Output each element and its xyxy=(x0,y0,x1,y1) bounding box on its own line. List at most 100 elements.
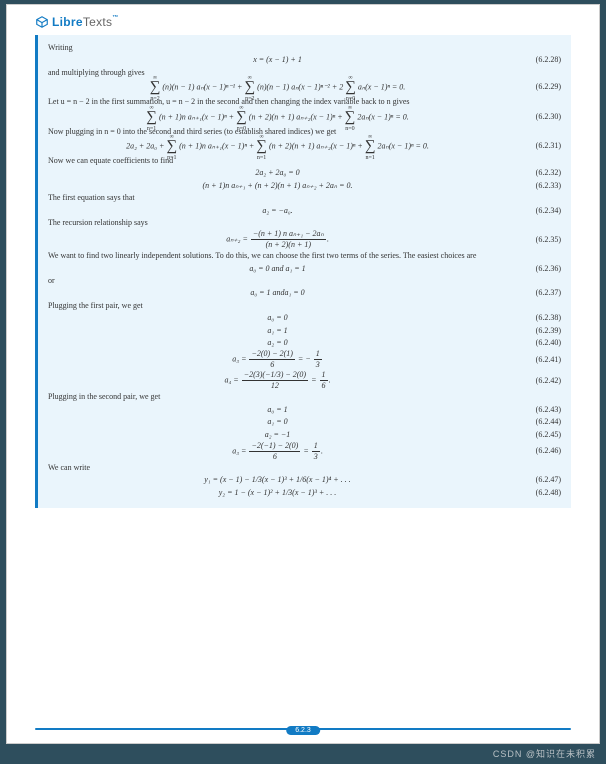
eq-6-2-35: aₙ₊₂ = −(n + 1) n aₙ₊₁ − 2aₙ(n + 2)(n + … xyxy=(48,230,561,249)
text-want: We want to find two linearly independent… xyxy=(48,251,561,261)
eq-number: (6.2.36) xyxy=(507,264,561,274)
sum-icon: ∞∑n=0 xyxy=(236,110,247,125)
eq-frag: a₃ = xyxy=(232,355,248,364)
eq-number: (6.2.34) xyxy=(507,206,561,216)
eq-6-2-39: a₁ = 1(6.2.39) xyxy=(48,326,561,336)
fraction: −2(3)(−1/3) − 2(0)12 xyxy=(242,371,308,390)
text-pair2: Plugging in the second pair, we get xyxy=(48,392,561,402)
eq-body: (n + 1)n aₙ₊₁ + (n + 2)(n + 1) aₙ₊₂ + 2a… xyxy=(48,181,507,191)
fraction: 16 xyxy=(320,371,328,390)
eq-6-2-34: a₂ = −a₀.(6.2.34) xyxy=(48,206,561,216)
eq-body: a₂ = −a₀. xyxy=(48,206,507,216)
eq-6-2-36: a₀ = 0 and a₁ = 1(6.2.36) xyxy=(48,264,561,274)
eq-6-2-38: a₀ = 0(6.2.38) xyxy=(48,313,561,323)
eq-body: a₄ = −2(3)(−1/3) − 2(0)12 = 16. xyxy=(48,371,507,390)
logo-word-b: Texts xyxy=(83,15,113,29)
eq-number: (6.2.39) xyxy=(507,326,561,336)
sum-icon: ∞∑n=1 xyxy=(146,110,157,125)
eq-number: (6.2.48) xyxy=(507,488,561,498)
eq-body: ∞∑n=2 (n)(n − 1) aₙ(x − 1)ⁿ⁻¹ + ∞∑n=2 (n… xyxy=(48,80,507,95)
eq-6-2-29: ∞∑n=2 (n)(n − 1) aₙ(x − 1)ⁿ⁻¹ + ∞∑n=2 (n… xyxy=(48,80,561,95)
eq-frag: 2aₙ(x − 1)ⁿ = 0. xyxy=(357,112,408,121)
eq-frag: (n + 1)n aₙ₊₁(x − 1)ⁿ + xyxy=(179,141,256,150)
text-let: Let u = n − 2 in the first summation, u … xyxy=(48,97,561,107)
eq-frag: = xyxy=(303,446,310,455)
eq-body: a₀ = 1 xyxy=(48,405,507,415)
logo-icon xyxy=(35,15,49,29)
eq-6-2-48: y₂ = 1 − (x − 1)² + 1/3(x − 1)³ + . . .(… xyxy=(48,488,561,498)
eq-6-2-28: x = (x − 1) + 1 (6.2.28) xyxy=(48,55,561,65)
text-or: or xyxy=(48,276,561,286)
text-write: We can write xyxy=(48,463,561,473)
eq-number: (6.2.46) xyxy=(507,446,561,456)
eq-body: 2a₂ + 2a₀ = 0 xyxy=(48,168,507,178)
eq-number: (6.2.30) xyxy=(507,112,561,122)
eq-number: (6.2.33) xyxy=(507,181,561,191)
eq-6-2-37: a₀ = 1 anda₁ = 0(6.2.37) xyxy=(48,288,561,298)
eq-number: (6.2.35) xyxy=(507,235,561,245)
eq-body: a₁ = 1 xyxy=(48,326,507,336)
eq-body: ∞∑n=1 (n + 1)n aₙ₊₁(x − 1)ⁿ + ∞∑n=0 (n +… xyxy=(48,110,507,125)
eq-number: (6.2.28) xyxy=(507,55,561,65)
sum-icon: ∞∑n=1 xyxy=(365,139,376,154)
eq-6-2-41: a₃ = −2(0) − 2(1)6 = − 13 (6.2.41) xyxy=(48,350,561,369)
content-box: Writing x = (x − 1) + 1 (6.2.28) and mul… xyxy=(35,35,571,508)
sum-icon: ∞∑n=2 xyxy=(150,80,161,95)
eq-body: x = (x − 1) + 1 xyxy=(48,55,507,65)
eq-number: (6.2.41) xyxy=(507,355,561,365)
eq-frag: 2a₂ + 2a₀ + xyxy=(126,141,166,150)
eq-number: (6.2.43) xyxy=(507,405,561,415)
eq-6-2-47: y₁ = (x − 1) − 1/3(x − 1)³ + 1/6(x − 1)⁴… xyxy=(48,475,561,485)
logo-word-a: Libre xyxy=(52,15,83,29)
eq-number: (6.2.45) xyxy=(507,430,561,440)
eq-frag: 2aₙ(x − 1)ⁿ = 0. xyxy=(378,141,429,150)
eq-body: 2a₂ + 2a₀ + ∞∑n=1 (n + 1)n aₙ₊₁(x − 1)ⁿ … xyxy=(48,139,507,154)
eq-number: (6.2.44) xyxy=(507,417,561,427)
eq-number: (6.2.29) xyxy=(507,82,561,92)
logo-tm: ™ xyxy=(112,15,118,21)
sum-icon: ∞∑n=1 xyxy=(166,139,177,154)
eq-body: y₂ = 1 − (x − 1)² + 1/3(x − 1)³ + . . . xyxy=(48,488,507,498)
eq-number: (6.2.31) xyxy=(507,141,561,151)
eq-6-2-33: (n + 1)n aₙ₊₁ + (n + 2)(n + 1) aₙ₊₂ + 2a… xyxy=(48,181,561,191)
eq-6-2-30: ∞∑n=1 (n + 1)n aₙ₊₁(x − 1)ⁿ + ∞∑n=0 (n +… xyxy=(48,110,561,125)
eq-frag: aₙ(x − 1)ⁿ = 0. xyxy=(358,83,405,92)
eq-frag: (n + 2)(n + 1) aₙ₊₂(x − 1)ⁿ + xyxy=(249,112,345,121)
sum-icon: ∞∑n=1 xyxy=(256,139,267,154)
eq-body: a₂ = 0 xyxy=(48,338,507,348)
eq-6-2-40: a₂ = 0(6.2.40) xyxy=(48,338,561,348)
page: LibreTexts™ Writing x = (x − 1) + 1 (6.2… xyxy=(6,4,600,744)
text-pair1: Plugging the first pair, we get xyxy=(48,301,561,311)
eq-body: a₃ = −2(−1) − 2(0)6 = 13. xyxy=(48,442,507,461)
fraction: −(n + 1) n aₙ₊₁ − 2aₙ(n + 2)(n + 1) xyxy=(251,230,326,249)
eq-frag: aₙ₊₂ = xyxy=(226,235,250,244)
text-writing: Writing xyxy=(48,43,561,53)
fraction: 13 xyxy=(314,350,322,369)
eq-body: a₀ = 0 and a₁ = 1 xyxy=(48,264,507,274)
text-mult: and multiplying through gives xyxy=(48,68,561,78)
eq-6-2-46: a₃ = −2(−1) − 2(0)6 = 13. (6.2.46) xyxy=(48,442,561,461)
eq-number: (6.2.40) xyxy=(507,338,561,348)
eq-frag: a₃ = xyxy=(232,446,248,455)
eq-frag: = − xyxy=(298,355,313,364)
eq-6-2-43: a₀ = 1(6.2.43) xyxy=(48,405,561,415)
text-plug0: Now plugging in n = 0 into the second an… xyxy=(48,127,561,137)
fraction: 13 xyxy=(312,442,320,461)
eq-body: a₁ = 0 xyxy=(48,417,507,427)
eq-number: (6.2.47) xyxy=(507,475,561,485)
eq-frag: = xyxy=(311,376,318,385)
eq-frag: (n + 2)(n + 1) aₙ₊₂(x − 1)ⁿ + xyxy=(269,141,365,150)
eq-frag: a₄ = xyxy=(225,376,241,385)
logo-text: LibreTexts™ xyxy=(52,15,119,29)
eq-body: a₀ = 1 anda₁ = 0 xyxy=(48,288,507,298)
footer-badge: 6.2.3 xyxy=(286,726,320,735)
eq-body: y₁ = (x − 1) − 1/3(x − 1)³ + 1/6(x − 1)⁴… xyxy=(48,475,507,485)
eq-body: a₃ = −2(0) − 2(1)6 = − 13 xyxy=(48,350,507,369)
sum-icon: ∞∑n=0 xyxy=(345,80,356,95)
eq-frag: (n)(n − 1) aₙ(x − 1)ⁿ⁻¹ + xyxy=(162,83,244,92)
text-recursion: The recursion relationship says xyxy=(48,218,561,228)
eq-6-2-32: 2a₂ + 2a₀ = 0(6.2.32) xyxy=(48,168,561,178)
eq-6-2-42: a₄ = −2(3)(−1/3) − 2(0)12 = 16. (6.2.42) xyxy=(48,371,561,390)
eq-body: aₙ₊₂ = −(n + 1) n aₙ₊₁ − 2aₙ(n + 2)(n + … xyxy=(48,230,507,249)
sum-icon: ∞∑n=2 xyxy=(244,80,255,95)
